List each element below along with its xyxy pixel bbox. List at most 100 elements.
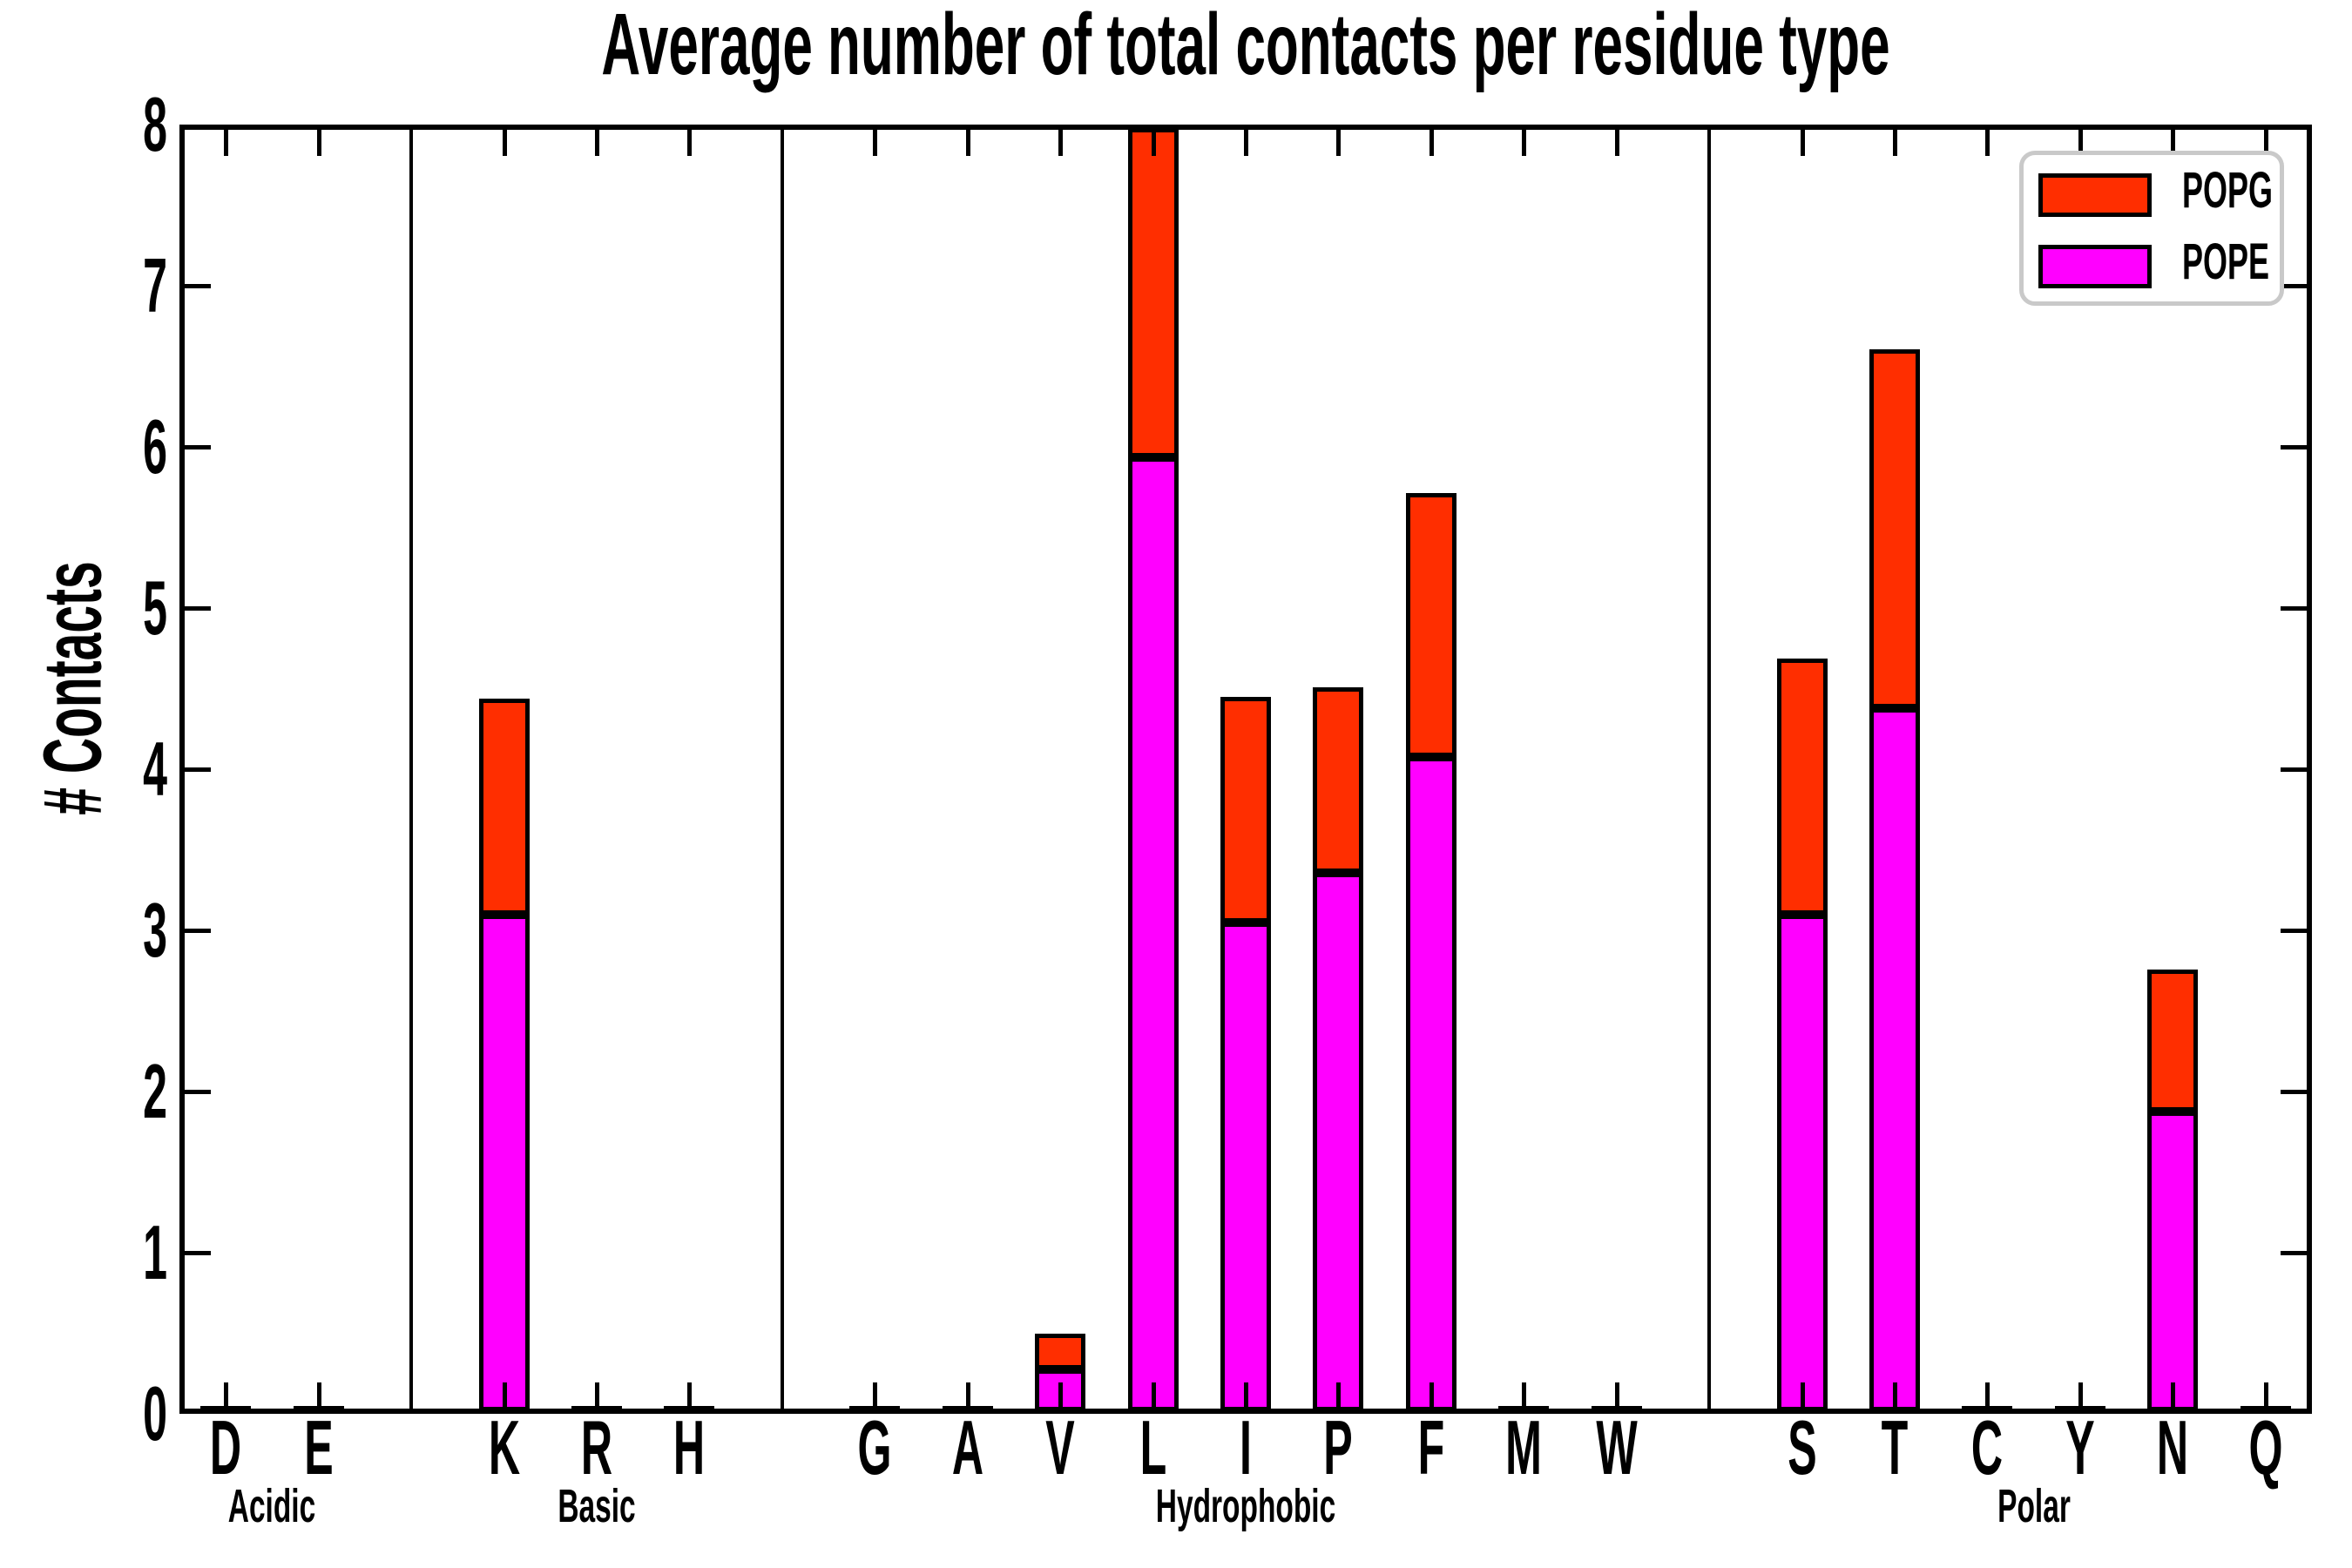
group-label-acidic: Acidic [228,1480,316,1532]
y-tick-right-3 [2281,929,2307,933]
bar-T-popg [1869,348,1921,709]
x-tick-top-V [1058,130,1064,156]
x-tick-bottom-N [2171,1382,2176,1409]
bar-K-pope [478,915,530,1411]
bar-F-pope [1405,756,1456,1411]
bar-K-popg [478,699,530,916]
x-tick-bottom-V [1058,1382,1064,1409]
bar-I-pope [1220,923,1271,1411]
bar-F-popg [1405,492,1456,757]
bar-T-pope [1869,708,1921,1411]
x-tick-bottom-I [1244,1382,1248,1409]
y-tick-left-3 [185,929,211,933]
y-tick-left-6 [185,445,211,449]
x-tick-label-K: K [488,1404,520,1490]
y-tick-right-1 [2281,1251,2307,1255]
x-tick-label-C: C [1971,1404,2004,1490]
y-tick-left-5 [185,606,211,611]
x-tick-bottom-M [1522,1382,1527,1409]
x-tick-bottom-S [1800,1382,1805,1409]
bar-I-popg [1220,697,1271,923]
x-tick-top-A [965,130,970,156]
y-tick-right-7 [2281,284,2307,288]
x-tick-top-N [2171,130,2176,156]
x-tick-label-M: M [1505,1404,1543,1490]
y-tick-label-1: 1 [143,1209,167,1295]
x-tick-bottom-T [1893,1382,1898,1409]
bar-L-popg [1127,128,1179,457]
y-tick-right-6 [2281,445,2307,449]
x-tick-bottom-A [965,1382,970,1409]
legend-label-pope: POPE [2182,233,2269,290]
y-tick-left-1 [185,1251,211,1255]
x-tick-label-L: L [1139,1404,1166,1490]
x-tick-top-R [594,130,599,156]
x-tick-bottom-C [1985,1382,1990,1409]
x-tick-bottom-H [687,1382,693,1409]
x-tick-top-I [1244,130,1248,156]
y-tick-label-7: 7 [143,242,167,328]
bar-S-popg [1776,659,1828,916]
x-tick-top-C [1985,130,1990,156]
legend: POPG POPE [2019,151,2284,306]
x-tick-label-F: F [1417,1404,1445,1490]
y-tick-right-2 [2281,1090,2307,1094]
y-tick-left-7 [185,284,211,288]
group-label-basic: Basic [558,1480,636,1532]
x-tick-bottom-Q [2263,1382,2268,1409]
bar-L-pope [1127,456,1179,1411]
x-tick-label-H: H [673,1404,706,1490]
y-tick-left-4 [185,767,211,772]
x-tick-label-R: R [580,1404,613,1490]
x-tick-label-E: E [303,1404,334,1490]
x-tick-bottom-R [594,1382,599,1409]
x-tick-bottom-F [1429,1382,1434,1409]
y-tick-label-2: 2 [143,1048,167,1134]
x-tick-label-I: I [1240,1404,1252,1490]
x-tick-top-K [502,130,507,156]
x-tick-bottom-W [1614,1382,1619,1409]
legend-item-popg: POPG [2024,166,2280,217]
group-label-polar: Polar [1997,1480,2071,1532]
y-tick-label-4: 4 [143,726,167,812]
x-tick-label-A: A [951,1404,983,1490]
y-tick-left-2 [185,1090,211,1094]
x-tick-bottom-D [224,1382,229,1409]
x-tick-bottom-K [502,1382,507,1409]
group-divider [409,130,414,1409]
group-divider [1707,130,1712,1409]
x-tick-label-W: W [1596,1404,1638,1490]
x-tick-label-N: N [2157,1404,2189,1490]
x-tick-bottom-L [1151,1382,1156,1409]
chart-title: Average number of total contacts per res… [601,0,1890,93]
x-tick-label-S: S [1787,1404,1817,1490]
x-tick-top-Y [2078,130,2083,156]
x-tick-top-M [1522,130,1527,156]
legend-item-pope: POPE [2024,237,2280,288]
y-tick-right-5 [2281,606,2307,611]
bar-N-popg [2147,970,2199,1112]
bar-P-pope [1313,873,1364,1411]
legend-label-popg: POPG [2182,162,2273,219]
x-tick-top-L [1151,130,1156,156]
bar-S-pope [1776,915,1828,1411]
x-tick-top-P [1336,130,1342,156]
y-tick-label-8: 8 [143,81,167,167]
x-tick-top-F [1429,130,1434,156]
x-tick-top-T [1893,130,1898,156]
x-tick-top-E [316,130,321,156]
x-tick-bottom-E [316,1382,321,1409]
x-tick-label-D: D [210,1404,242,1490]
x-tick-top-W [1614,130,1619,156]
group-label-hydrophobic: Hydrophobic [1155,1480,1336,1532]
pope-color-swatch [2038,245,2152,288]
x-tick-top-Q [2263,130,2268,156]
y-tick-label-5: 5 [143,564,167,651]
x-tick-label-T: T [1881,1404,1909,1490]
x-tick-label-G: G [857,1404,892,1490]
x-tick-label-Q: Q [2248,1404,2283,1490]
x-tick-top-G [873,130,878,156]
x-tick-bottom-P [1336,1382,1342,1409]
bar-P-popg [1313,687,1364,874]
bar-V-popg [1035,1334,1086,1369]
